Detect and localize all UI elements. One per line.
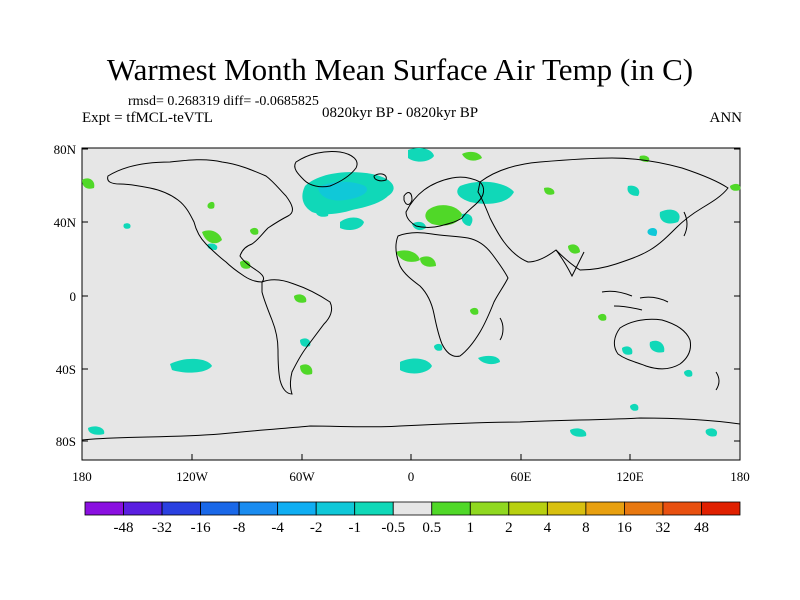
- colorbar-swatch: [508, 501, 548, 516]
- experiment-label: Expt = tfMCL-teVTL: [82, 110, 213, 126]
- colorbar-swatch: [431, 501, 471, 516]
- coastline-indonesia: [601, 290, 669, 311]
- colorbar-label: 1: [467, 520, 475, 536]
- coastline-asia: [477, 157, 729, 271]
- colorbar-label: 16: [617, 520, 633, 536]
- colorbar-label: 32: [655, 520, 670, 536]
- colorbar-label: 8: [582, 520, 590, 536]
- colorbar-swatch: [315, 501, 356, 516]
- colorbar-swatch: [200, 501, 240, 516]
- colorbar-swatch: [238, 501, 279, 516]
- lat-tick-label: 0: [70, 289, 77, 304]
- colorbar-swatch: [354, 501, 394, 516]
- colorbar-swatch: [469, 501, 510, 516]
- lat-tick-label: 80N: [54, 142, 77, 157]
- coastline-antarctica: [81, 417, 741, 441]
- lat-tick-label: 40S: [56, 362, 76, 377]
- coastline-north-america: [107, 159, 293, 283]
- colorbar-label: 48: [694, 520, 709, 536]
- latitude-axis: 80N 40N 0 40S 80S: [54, 142, 740, 449]
- colorbar-label: -32: [152, 520, 172, 536]
- colorbar-label: -8: [233, 520, 246, 536]
- colorbar-label: -2: [310, 520, 323, 536]
- colorbar-label: 4: [544, 520, 552, 536]
- lat-tick-label: 40N: [54, 215, 77, 230]
- coastline-india: [555, 249, 585, 278]
- coastline-iceland: [373, 173, 387, 182]
- coastlines: [81, 151, 741, 441]
- colorbar-labels: -48 -32 -16 -8 -4 -2 -1 -0.5 0.5 1 2 4 8 16 32 48: [114, 520, 709, 536]
- lon-tick-label: 120E: [616, 469, 644, 484]
- coastline-madagascar: [499, 317, 504, 341]
- lon-tick-label: 60W: [289, 469, 315, 484]
- map-ocean-background: [81, 147, 741, 461]
- colorbar-swatch: [662, 501, 702, 516]
- plot-title: Warmest Month Mean Surface Air Temp (in …: [106, 52, 694, 87]
- colorbar-swatch: [624, 501, 664, 516]
- coastline-greenland: [294, 151, 358, 188]
- coastline-japan: [683, 211, 688, 237]
- lon-tick-label: 60E: [511, 469, 532, 484]
- colorbar-swatch: [392, 501, 433, 516]
- colorbar: [84, 501, 741, 516]
- longitude-axis: 180 120W 60W 0 60E 120E 180: [72, 454, 750, 484]
- anomaly-patches: [82, 148, 741, 437]
- lat-tick-label: 80S: [56, 434, 76, 449]
- colorbar-label: 0.5: [422, 520, 441, 536]
- colorbar-swatch: [546, 501, 587, 516]
- period-label: 0820kyr BP - 0820kyr BP: [321, 105, 479, 121]
- colorbar-label: 2: [505, 520, 513, 536]
- colorbar-label: -48: [114, 520, 134, 536]
- lon-tick-label: 180: [730, 469, 750, 484]
- lon-tick-label: 0: [408, 469, 415, 484]
- coastline-south-america: [261, 279, 333, 395]
- lon-tick-label: 180: [72, 469, 92, 484]
- lon-tick-label: 120W: [176, 469, 209, 484]
- coastline-africa: [395, 232, 509, 357]
- colorbar-swatch: [123, 501, 163, 516]
- colorbar-label: -0.5: [381, 520, 405, 536]
- colorbar-swatch: [161, 501, 201, 516]
- colorbar-label: -16: [191, 520, 211, 536]
- colorbar-swatch: [84, 501, 124, 516]
- coastline-new-zealand: [715, 371, 720, 391]
- colorbar-swatch: [277, 501, 317, 516]
- coastline-uk: [403, 192, 413, 205]
- coastline-australia: [613, 318, 691, 370]
- coastline-europe: [405, 176, 485, 228]
- colorbar-swatch: [585, 501, 625, 516]
- statistics-text: rmsd= 0.268319 diff= -0.0685825: [128, 94, 319, 109]
- colorbar-label: -4: [271, 520, 284, 536]
- colorbar-label: -1: [348, 520, 361, 536]
- colorbar-swatch: [701, 501, 741, 516]
- season-label: ANN: [709, 110, 743, 126]
